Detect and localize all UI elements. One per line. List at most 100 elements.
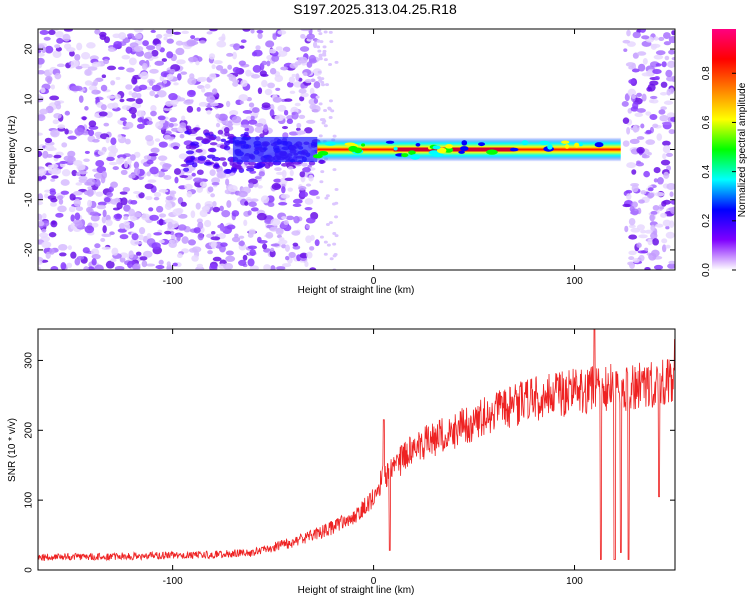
noise-dot — [306, 119, 316, 124]
colorbar-gradient — [712, 29, 736, 270]
noise-dot — [225, 250, 234, 256]
noise-dot — [121, 105, 132, 110]
noise-dot — [70, 251, 77, 259]
noise-dot — [68, 206, 76, 213]
noise-dot — [664, 55, 670, 61]
noise-dot — [38, 220, 45, 227]
band-blob — [478, 142, 486, 147]
noise-dot — [101, 171, 107, 179]
noise-dot — [301, 162, 308, 167]
noise-dot — [108, 186, 114, 193]
noise-dot — [195, 148, 203, 153]
noise-dot — [238, 60, 246, 66]
noise-dot — [49, 95, 60, 101]
noise-dot — [232, 66, 240, 74]
noise-dot — [166, 38, 174, 44]
noise-dot — [649, 95, 658, 100]
noise-dot — [305, 217, 316, 224]
noise-dot — [250, 74, 261, 79]
noise-dot — [57, 124, 66, 129]
noise-dot — [110, 137, 117, 145]
noise-dot — [195, 136, 204, 141]
band-blob — [564, 144, 570, 149]
noise-dot — [663, 100, 674, 105]
noise-dot — [632, 31, 641, 39]
noise-dot — [162, 162, 171, 171]
noise-dot — [131, 113, 137, 119]
noise-dot — [78, 95, 84, 103]
noise-dot — [133, 45, 144, 52]
noise-dot — [162, 79, 168, 84]
noise-dot — [60, 179, 70, 186]
noise-dot — [215, 122, 221, 128]
noise-dot — [647, 83, 656, 92]
band-blob — [594, 142, 604, 148]
noise-dot — [97, 150, 106, 156]
noise-dot — [238, 240, 245, 247]
noise-dot — [328, 115, 333, 119]
noise-dot — [209, 102, 219, 107]
noise-dot — [146, 232, 152, 239]
noise-dot — [126, 33, 135, 38]
noise-dot — [100, 237, 106, 242]
band-blob — [348, 145, 359, 152]
noise-dot — [661, 61, 667, 68]
noise-dot — [172, 145, 180, 150]
x-tick-label: 100 — [566, 276, 583, 287]
noise-dot — [126, 67, 135, 73]
noise-dot — [276, 227, 284, 234]
noise-dot — [123, 215, 129, 221]
noise-dot — [317, 29, 322, 33]
noise-dot — [639, 29, 647, 33]
noise-dot — [114, 265, 125, 270]
noise-dot — [626, 29, 631, 37]
noise-dot — [209, 142, 218, 146]
noise-dot — [245, 69, 252, 77]
noise-dot — [164, 202, 173, 210]
noise-dot — [318, 54, 323, 58]
band-blob — [410, 154, 421, 160]
noise-dot — [220, 226, 225, 232]
noise-dot — [117, 228, 128, 233]
noise-dot — [38, 168, 47, 175]
noise-dot — [668, 35, 675, 44]
noise-dot — [172, 208, 183, 216]
noise-dot — [119, 98, 125, 103]
noise-dot — [151, 84, 161, 92]
noise-dot — [274, 74, 284, 83]
noise-dot — [94, 179, 101, 187]
noise-dot — [221, 33, 226, 42]
noise-dot — [82, 247, 90, 254]
noise-dot — [317, 49, 322, 53]
noise-dot — [179, 122, 187, 129]
noise-dot — [62, 33, 71, 42]
noise-dot — [626, 127, 631, 135]
noise-dot — [51, 167, 62, 175]
noise-dot — [119, 191, 128, 195]
noise-dot — [106, 156, 115, 162]
noise-dot — [128, 57, 137, 66]
noise-dot — [158, 213, 167, 218]
noise-dot — [622, 117, 630, 124]
noise-dot — [660, 81, 668, 88]
noise-dot — [132, 263, 141, 270]
noise-dot — [248, 161, 257, 166]
noise-dot — [210, 241, 217, 249]
noise-dot — [285, 215, 295, 221]
band-blob — [385, 140, 395, 144]
noise-dot — [248, 102, 255, 108]
noise-dot — [654, 191, 665, 197]
snr-y-label: SNR (10 * v/v) — [7, 418, 18, 482]
noise-dot — [261, 60, 267, 66]
noise-dot — [212, 256, 222, 262]
colorbar-tick-label: 0.8 — [701, 66, 712, 80]
signal-band-tail — [232, 136, 318, 163]
noise-dot — [323, 58, 328, 62]
noise-dot — [324, 196, 329, 200]
noise-dot — [220, 68, 228, 75]
noise-dot — [224, 169, 233, 174]
noise-dot — [217, 113, 228, 121]
band-blob — [574, 142, 580, 148]
noise-dot — [106, 65, 117, 71]
